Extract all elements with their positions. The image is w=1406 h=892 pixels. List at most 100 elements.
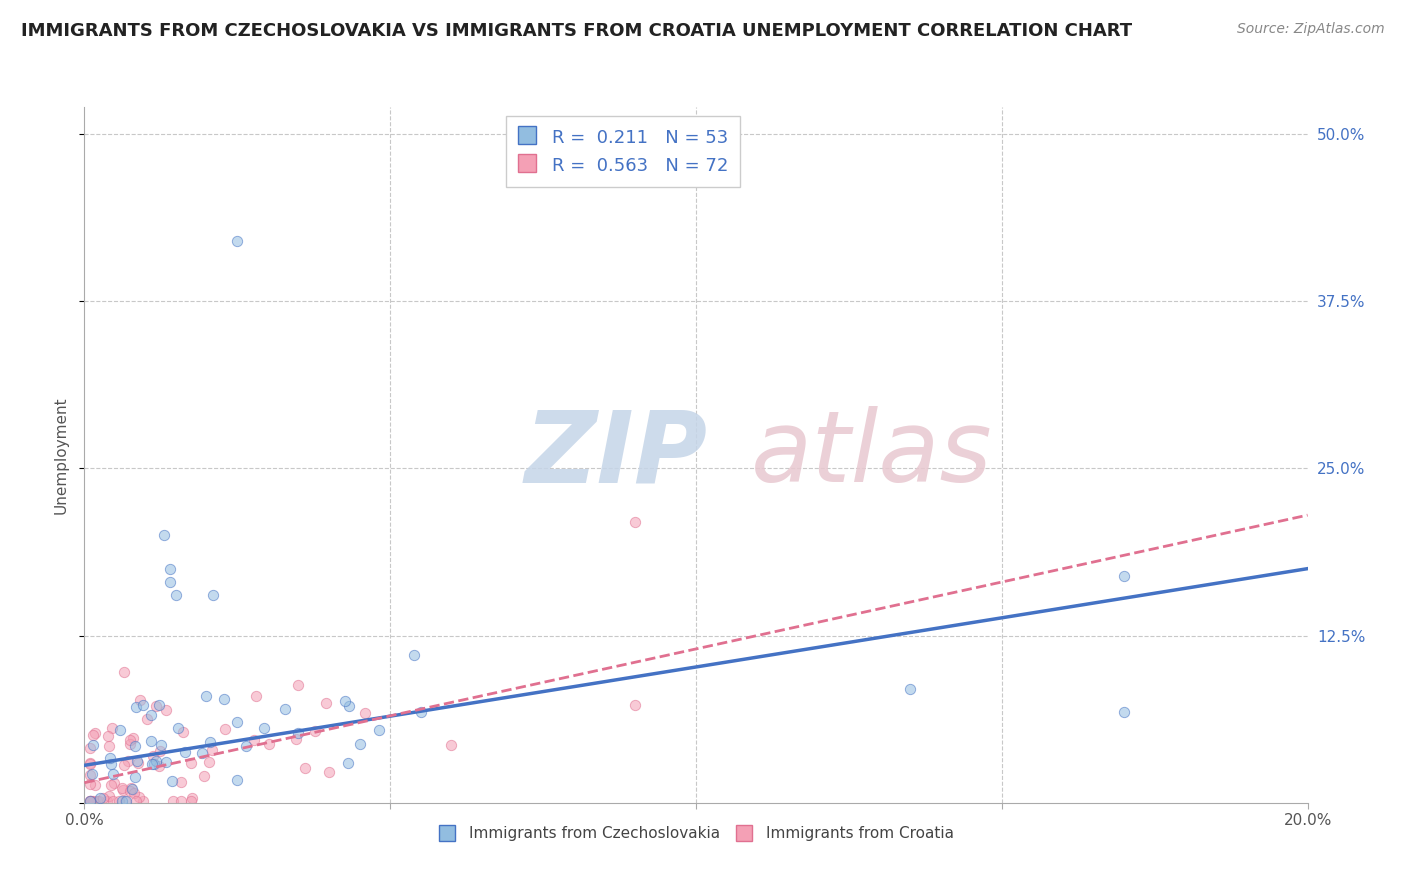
Text: atlas: atlas [751, 407, 993, 503]
Point [87, 795, 110, 809]
Point [201, 589, 224, 603]
Point [80, 795, 103, 809]
Point [198, 735, 221, 749]
Point [193, 769, 215, 783]
Point [153, 528, 176, 542]
Point [898, 681, 921, 696]
Point [79, 740, 101, 755]
Point [124, 699, 146, 714]
Point [145, 754, 167, 768]
Point [120, 780, 142, 795]
Point [108, 723, 131, 737]
Point [287, 726, 309, 740]
Point [142, 756, 165, 771]
Point [148, 698, 170, 713]
Point [212, 692, 235, 706]
Point [191, 746, 214, 760]
Point [89, 791, 111, 805]
Point [165, 589, 187, 603]
Point [132, 698, 155, 712]
Point [337, 698, 360, 713]
Text: ZIP: ZIP [524, 407, 707, 503]
Point [128, 790, 150, 805]
Point [170, 774, 193, 789]
Point [97, 739, 120, 753]
Point [167, 722, 190, 736]
Point [159, 575, 181, 590]
Point [120, 783, 142, 797]
Point [159, 562, 181, 576]
Point [235, 739, 257, 753]
Point [139, 707, 162, 722]
Point [368, 723, 391, 738]
Point [155, 703, 177, 717]
Point [142, 748, 165, 763]
Point [82, 738, 104, 752]
Point [96, 795, 118, 809]
Point [121, 781, 143, 796]
Point [107, 795, 129, 809]
Point [117, 754, 139, 768]
Point [201, 743, 224, 757]
Point [404, 648, 426, 663]
Point [349, 737, 371, 751]
Point [111, 795, 134, 809]
Point [145, 698, 167, 713]
Point [245, 690, 267, 704]
Point [148, 759, 170, 773]
Point [127, 754, 149, 768]
Point [179, 756, 201, 770]
Point [79, 757, 101, 772]
Point [304, 723, 326, 738]
Point [174, 746, 197, 760]
Point [82, 728, 104, 742]
Point [124, 770, 146, 784]
Point [226, 234, 249, 248]
Point [80, 767, 103, 781]
Point [118, 733, 141, 747]
Point [103, 776, 125, 790]
Point [86, 795, 108, 809]
Point [82, 795, 104, 809]
Point [103, 795, 125, 809]
Point [111, 780, 134, 795]
Point [162, 795, 184, 809]
Point [100, 721, 122, 735]
Point [141, 757, 163, 772]
Point [172, 725, 194, 739]
Point [285, 732, 308, 747]
Point [79, 777, 101, 791]
Point [118, 737, 141, 751]
Point [243, 733, 266, 747]
Point [318, 764, 340, 779]
Point [257, 737, 280, 751]
Point [409, 705, 432, 719]
Point [197, 756, 219, 770]
Point [294, 761, 316, 775]
Point [101, 766, 124, 780]
Point [132, 795, 155, 809]
Point [79, 756, 101, 770]
Y-axis label: Unemployment: Unemployment [53, 396, 69, 514]
Point [160, 774, 183, 789]
Point [115, 795, 138, 809]
Point [79, 795, 101, 809]
Point [180, 791, 202, 805]
Point [195, 689, 218, 703]
Point [139, 733, 162, 747]
Point [84, 778, 107, 792]
Point [155, 756, 177, 770]
Point [79, 795, 101, 809]
Text: IMMIGRANTS FROM CZECHOSLOVAKIA VS IMMIGRANTS FROM CROATIA UNEMPLOYMENT CORRELATI: IMMIGRANTS FROM CZECHOSLOVAKIA VS IMMIGR… [21, 22, 1132, 40]
Point [170, 795, 193, 809]
Point [226, 773, 249, 788]
Point [273, 701, 295, 715]
Point [84, 726, 107, 740]
Point [79, 795, 101, 809]
Point [624, 698, 647, 713]
Point [98, 789, 121, 804]
Point [149, 738, 172, 752]
Point [1114, 705, 1136, 719]
Point [98, 750, 121, 764]
Point [127, 756, 149, 771]
